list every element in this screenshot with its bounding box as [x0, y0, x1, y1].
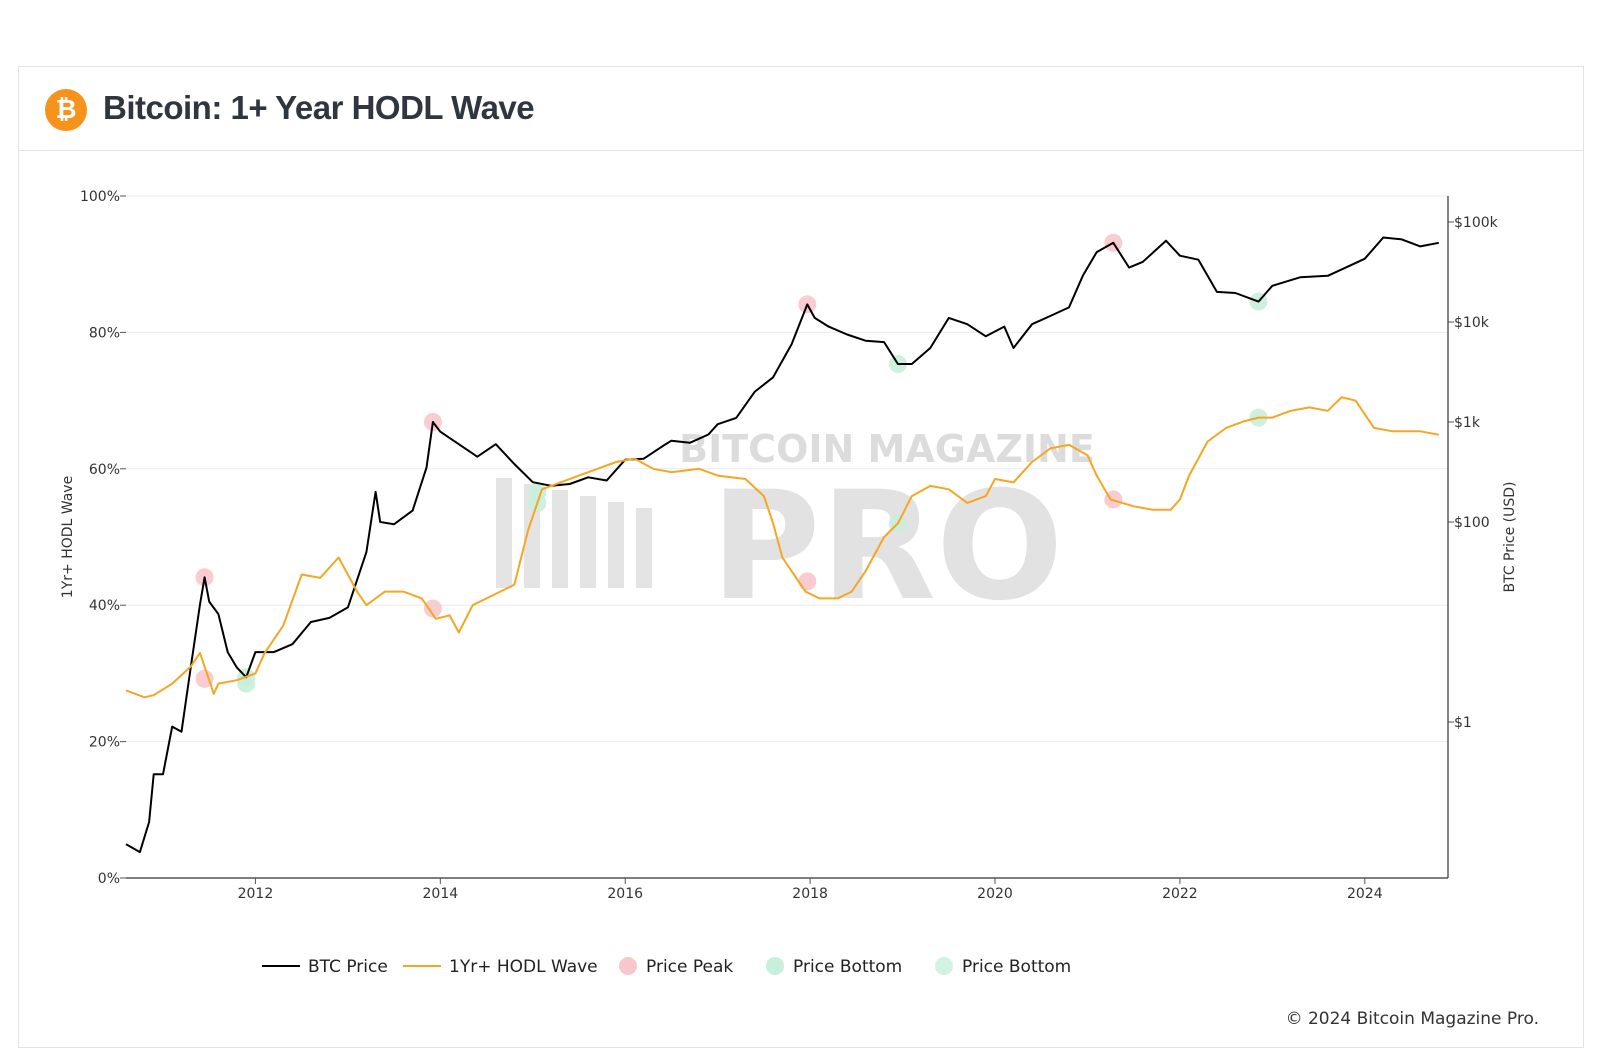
y-tick-label: 20% — [89, 735, 120, 751]
price-peak-marker — [423, 599, 442, 618]
legend-swatch-2 — [619, 957, 637, 975]
price-peak-marker — [195, 669, 214, 688]
x-tick-label: 2024 — [1347, 886, 1383, 902]
legend-label-4: Price Bottom — [962, 957, 1071, 977]
y-tick-label: 100% — [80, 189, 120, 205]
y2-tick-label: $100 — [1454, 515, 1490, 531]
y-tick-label: 60% — [89, 462, 120, 478]
x-tick-label: 2020 — [977, 886, 1013, 902]
y2-tick-label: $1 — [1454, 715, 1472, 731]
legend-swatch-3 — [766, 957, 784, 975]
watermark-logo-bar — [608, 502, 624, 588]
y-tick-label: 0% — [98, 871, 120, 887]
chart-card: ₿ Bitcoin: 1+ Year HODL Wave © 2024 Bitc… — [18, 66, 1584, 1048]
chart-header: ₿ Bitcoin: 1+ Year HODL Wave — [19, 67, 1583, 151]
price-peak-marker — [798, 572, 817, 591]
watermark-logo-bar — [496, 478, 512, 588]
hodl-wave-line — [125, 396, 1439, 699]
legend-label-2: Price Peak — [646, 957, 733, 977]
y-axis-label: 1Yr+ HODL Wave — [60, 476, 76, 598]
watermark-logo-bar — [636, 508, 652, 588]
x-tick-label: 2022 — [1162, 886, 1198, 902]
watermark-text-line2: PRO — [711, 460, 1064, 634]
chart-title: Bitcoin: 1+ Year HODL Wave — [103, 89, 535, 126]
x-tick-label: 2012 — [238, 886, 274, 902]
x-tick-label: 2016 — [607, 886, 643, 902]
bitcoin-logo-icon: ₿ — [45, 89, 87, 131]
y-tick-label: 40% — [89, 598, 120, 614]
legend-swatch-4 — [935, 957, 953, 975]
legend-label-3: Price Bottom — [793, 957, 902, 977]
copyright-text: © 2024 Bitcoin Magazine Pro. — [1285, 1009, 1539, 1029]
legend-label-0: BTC Price — [308, 957, 388, 977]
x-tick-label: 2018 — [792, 886, 828, 902]
y2-tick-label: $10k — [1454, 315, 1490, 331]
btc-price-line — [125, 236, 1439, 854]
watermark-text-line1: BITCOIN MAGAZINE — [679, 427, 1095, 471]
y2-axis-label: BTC Price (USD) — [1502, 481, 1518, 592]
watermark-logo-bar — [580, 496, 596, 588]
y2-tick-label: $1k — [1454, 415, 1481, 431]
y-tick-label: 80% — [89, 325, 120, 341]
watermark-logo-bar — [552, 490, 568, 588]
x-tick-label: 2014 — [423, 886, 459, 902]
legend-label-1: 1Yr+ HODL Wave — [449, 957, 598, 977]
y2-tick-label: $100k — [1454, 215, 1499, 231]
